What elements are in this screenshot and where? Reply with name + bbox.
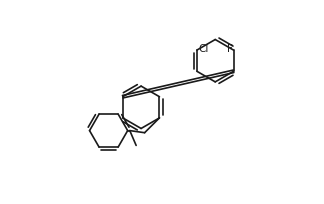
Text: Cl: Cl bbox=[199, 44, 209, 54]
Text: F: F bbox=[227, 44, 233, 54]
